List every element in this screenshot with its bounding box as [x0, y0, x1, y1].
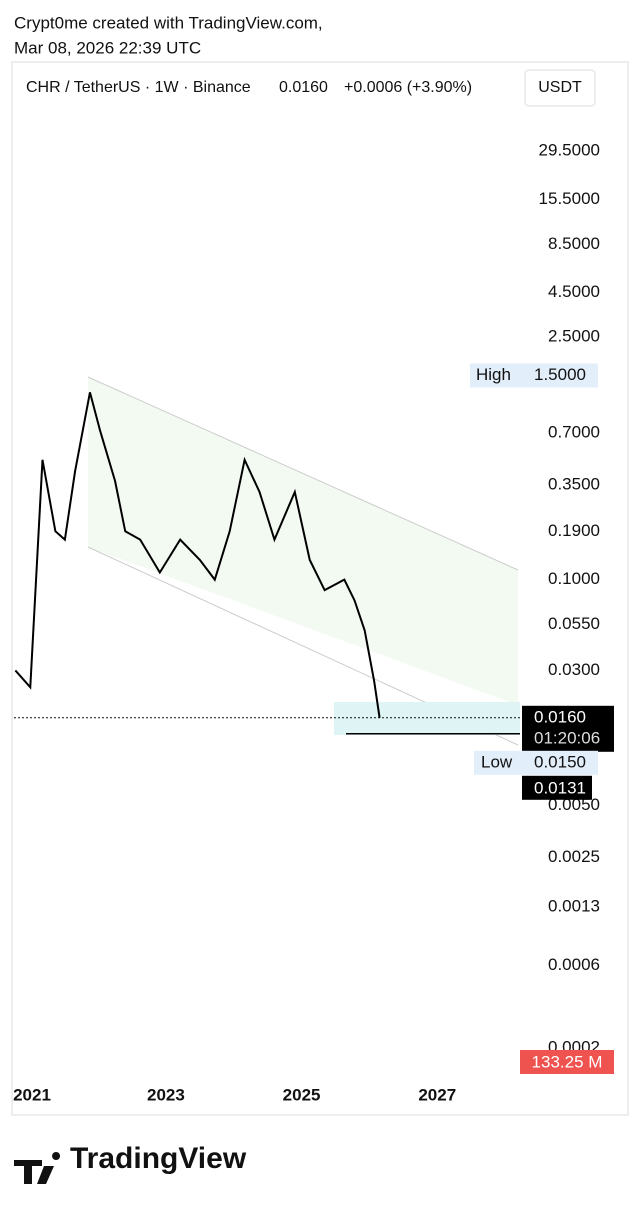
- y-tick-label: 0.1900: [548, 521, 600, 540]
- y-tick-label: 0.3500: [548, 475, 600, 494]
- x-tick-label: 2025: [283, 1085, 321, 1104]
- price-badge-label: 0.0160: [534, 707, 586, 726]
- header-line: Crypt0me created with TradingView.com,: [14, 13, 323, 32]
- y-tick-label: 0.0013: [548, 896, 600, 915]
- countdown: 01:20:06: [534, 728, 600, 747]
- last-price: 0.0160: [279, 79, 328, 96]
- y-tick-label: 4.5000: [548, 282, 600, 301]
- y-tick-label: 29.5000: [539, 140, 600, 159]
- x-tick-label: 2023: [147, 1085, 185, 1104]
- high-value: 1.5000: [534, 365, 586, 384]
- y-tick-label: 15.5000: [539, 189, 600, 208]
- y-tick-label: 0.0006: [548, 955, 600, 974]
- low-value: 0.0150: [534, 752, 586, 771]
- currency-button[interactable]: [524, 69, 596, 107]
- y-tick-label: 0.1000: [548, 569, 600, 588]
- price-badge: [522, 705, 614, 752]
- low-tag: [474, 750, 598, 775]
- low-badge: [522, 775, 592, 800]
- low-label: Low: [481, 752, 513, 771]
- y-tick-label: 8.5000: [548, 234, 600, 253]
- y-tick-label: 0.0300: [548, 660, 600, 679]
- high-label: High: [476, 365, 511, 384]
- y-tick-label: 0.0025: [548, 847, 600, 866]
- zone: [334, 702, 520, 735]
- high-tag: [470, 363, 598, 388]
- x-tick-label: 2027: [418, 1085, 456, 1104]
- channel-line: [87, 376, 519, 571]
- channel-fill: [88, 377, 518, 705]
- y-tick-label: 0.0550: [548, 614, 600, 633]
- x-tick-label: 2021: [13, 1085, 51, 1104]
- header-line: Mar 08, 2026 22:39 UTC: [14, 38, 201, 57]
- y-tick-label: 0.7000: [548, 422, 600, 441]
- low-badge-label: 0.0131: [534, 778, 586, 797]
- chart-frame: [11, 61, 629, 1116]
- symbol-title: CHR / TetherUS · 1W · Binance: [26, 79, 251, 96]
- price-line: [14, 392, 381, 718]
- volume-label: 133.25 M: [532, 1052, 603, 1071]
- currency-label: USDT: [538, 79, 582, 96]
- volume-badge: [520, 1050, 614, 1074]
- price-change: +0.0006 (+3.90%): [344, 79, 472, 96]
- logo-icon: [14, 1152, 61, 1184]
- brand: TradingView: [70, 1142, 247, 1175]
- y-tick-label: 2.5000: [548, 326, 600, 345]
